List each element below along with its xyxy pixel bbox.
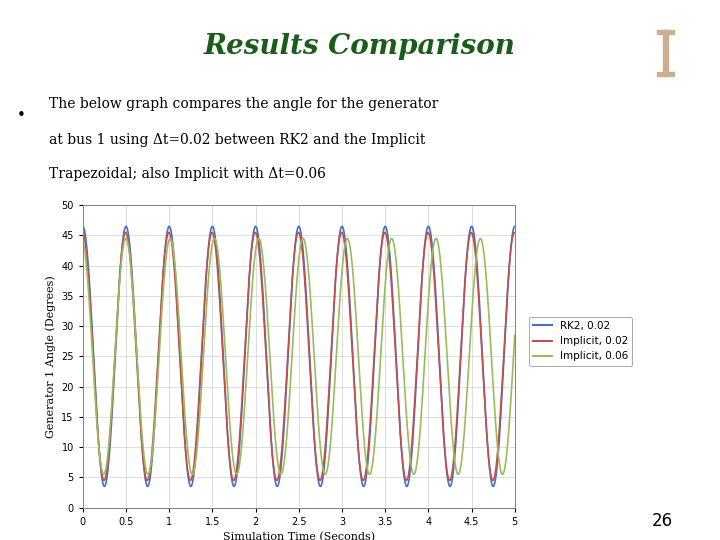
Text: at bus 1 using Δt=0.02 between RK2 and the Implicit: at bus 1 using Δt=0.02 between RK2 and t… <box>50 133 426 147</box>
Implicit, 0.06 <box>365 471 374 477</box>
Implicit, 0.06 <box>401 395 410 401</box>
Implicit, 0.06 <box>243 350 252 357</box>
Text: Results Comparison: Results Comparison <box>204 33 516 60</box>
Implicit, 0.06 <box>78 237 87 244</box>
Legend: RK2, 0.02, Implicit, 0.02, Implicit, 0.06: RK2, 0.02, Implicit, 0.02, Implicit, 0.0… <box>528 317 632 366</box>
Implicit, 0.06 <box>299 235 307 242</box>
Bar <box>657 30 674 33</box>
Implicit, 0.02 <box>434 340 443 347</box>
Implicit, 0.02 <box>338 230 346 236</box>
Text: Trapezoidal; also Implicit with Δt=0.06: Trapezoidal; also Implicit with Δt=0.06 <box>50 167 326 181</box>
Implicit, 0.02 <box>359 477 368 483</box>
Line: Implicit, 0.02: Implicit, 0.02 <box>83 232 515 481</box>
X-axis label: Simulation Time (Seconds): Simulation Time (Seconds) <box>222 532 375 540</box>
Line: RK2, 0.02: RK2, 0.02 <box>83 226 515 487</box>
Implicit, 0.02 <box>510 230 519 236</box>
Implicit, 0.02 <box>157 295 166 301</box>
RK2, 0.02 <box>338 223 346 230</box>
Implicit, 0.06 <box>338 268 346 275</box>
Text: 26: 26 <box>652 512 673 530</box>
Implicit, 0.02 <box>122 229 130 235</box>
Implicit, 0.02 <box>100 477 109 484</box>
Implicit, 0.06 <box>510 332 519 339</box>
RK2, 0.02 <box>510 223 519 230</box>
Bar <box>663 30 667 76</box>
Text: •: • <box>17 108 26 123</box>
Text: The below graph compares the angle for the generator: The below graph compares the angle for t… <box>50 97 438 111</box>
Implicit, 0.06 <box>157 317 166 323</box>
Implicit, 0.02 <box>401 475 410 482</box>
RK2, 0.02 <box>243 296 252 302</box>
RK2, 0.02 <box>433 332 442 338</box>
Line: Implicit, 0.06: Implicit, 0.06 <box>83 239 515 474</box>
RK2, 0.02 <box>359 483 368 490</box>
Implicit, 0.02 <box>243 292 252 298</box>
RK2, 0.02 <box>401 480 410 486</box>
Bar <box>657 72 674 76</box>
RK2, 0.02 <box>100 483 109 490</box>
RK2, 0.02 <box>78 223 87 230</box>
Y-axis label: Generator 1 Angle (Degrees): Generator 1 Angle (Degrees) <box>45 275 55 438</box>
Implicit, 0.02 <box>78 230 87 236</box>
RK2, 0.02 <box>157 299 166 306</box>
Implicit, 0.06 <box>434 241 443 247</box>
Implicit, 0.06 <box>359 435 368 441</box>
